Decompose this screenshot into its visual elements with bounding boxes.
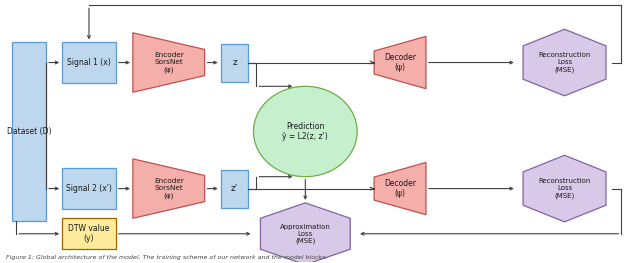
Bar (12, 42, 46, 221)
Text: Reconstruction
Loss
(MSE): Reconstruction Loss (MSE) (538, 178, 591, 199)
Text: Reconstruction
Loss
(MSE): Reconstruction Loss (MSE) (538, 52, 591, 73)
Text: DTW value
(y): DTW value (y) (68, 224, 109, 244)
Bar (221, 43, 248, 82)
Text: Decoder
(ψ): Decoder (ψ) (384, 179, 416, 198)
Polygon shape (523, 29, 606, 96)
Bar (62, 42, 116, 83)
Text: Approximation
Loss
(MSE): Approximation Loss (MSE) (280, 224, 331, 244)
Text: Figure 1: Global architecture of the model. The training scheme of our network a: Figure 1: Global architecture of the mod… (6, 255, 328, 260)
Text: z: z (232, 58, 237, 67)
Text: Dataset (D): Dataset (D) (7, 127, 51, 136)
Bar (221, 170, 248, 208)
Text: Encoder
SorsNet
(φ): Encoder SorsNet (φ) (154, 52, 184, 73)
Polygon shape (374, 163, 426, 215)
Text: Signal 2 (x'): Signal 2 (x') (66, 184, 112, 193)
Bar (62, 168, 116, 209)
Text: Encoder
SorsNet
(φ): Encoder SorsNet (φ) (154, 178, 184, 199)
Bar (62, 218, 116, 249)
Polygon shape (133, 33, 205, 92)
Text: Prediction
ŷ = L2(z, z'): Prediction ŷ = L2(z, z') (282, 122, 328, 141)
Text: Signal 1 (x): Signal 1 (x) (67, 58, 111, 67)
Polygon shape (260, 203, 350, 263)
Text: Decoder
(ψ): Decoder (ψ) (384, 53, 416, 72)
Polygon shape (374, 36, 426, 89)
Text: z': z' (231, 184, 238, 193)
Polygon shape (133, 159, 205, 218)
Ellipse shape (253, 86, 357, 177)
Polygon shape (523, 155, 606, 222)
